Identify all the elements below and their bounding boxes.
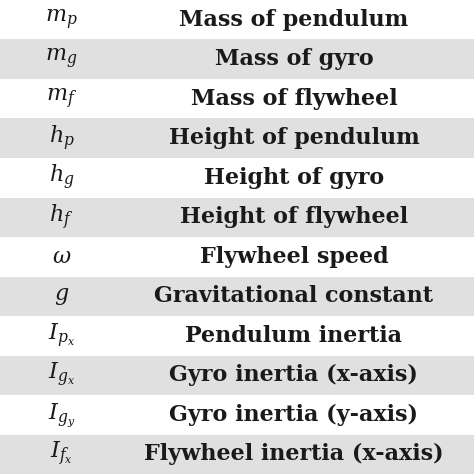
Text: $m_g$: $m_g$: [46, 47, 78, 71]
Text: $m_p$: $m_p$: [46, 8, 78, 32]
Text: Flywheel inertia (x-axis): Flywheel inertia (x-axis): [144, 443, 444, 465]
Text: $I_{g_x}$: $I_{g_x}$: [48, 361, 75, 389]
Text: Gyro inertia (y-axis): Gyro inertia (y-axis): [169, 404, 419, 426]
Text: $h_f$: $h_f$: [49, 203, 74, 232]
Text: Flywheel speed: Flywheel speed: [200, 246, 388, 268]
Bar: [0, 198, 474, 237]
Text: $g$: $g$: [54, 286, 69, 307]
Text: Mass of pendulum: Mass of pendulum: [179, 9, 409, 31]
Text: Pendulum inertia: Pendulum inertia: [185, 325, 402, 347]
Bar: [0, 276, 474, 316]
Bar: [0, 356, 474, 395]
Text: $I_{f_x}$: $I_{f_x}$: [50, 440, 73, 468]
Text: Gravitational constant: Gravitational constant: [155, 285, 433, 307]
Bar: [0, 158, 474, 198]
Bar: [0, 435, 474, 474]
Bar: [0, 316, 474, 356]
Text: Height of pendulum: Height of pendulum: [168, 127, 419, 149]
Bar: [0, 0, 474, 39]
Bar: [0, 79, 474, 118]
Text: Height of gyro: Height of gyro: [204, 167, 384, 189]
Text: $h_g$: $h_g$: [49, 163, 74, 192]
Text: $\omega$: $\omega$: [52, 247, 72, 267]
Text: $I_{g_y}$: $I_{g_y}$: [48, 401, 75, 428]
Bar: [0, 237, 474, 276]
Text: Gyro inertia (x-axis): Gyro inertia (x-axis): [169, 364, 419, 386]
Text: $m_f$: $m_f$: [46, 87, 77, 111]
Bar: [0, 39, 474, 79]
Text: Mass of gyro: Mass of gyro: [215, 48, 373, 70]
Text: Height of flywheel: Height of flywheel: [180, 206, 408, 228]
Text: Mass of flywheel: Mass of flywheel: [191, 88, 397, 110]
Text: $I_{p_x}$: $I_{p_x}$: [48, 322, 75, 350]
Bar: [0, 395, 474, 435]
Text: $h_p$: $h_p$: [49, 124, 74, 153]
Bar: [0, 118, 474, 158]
